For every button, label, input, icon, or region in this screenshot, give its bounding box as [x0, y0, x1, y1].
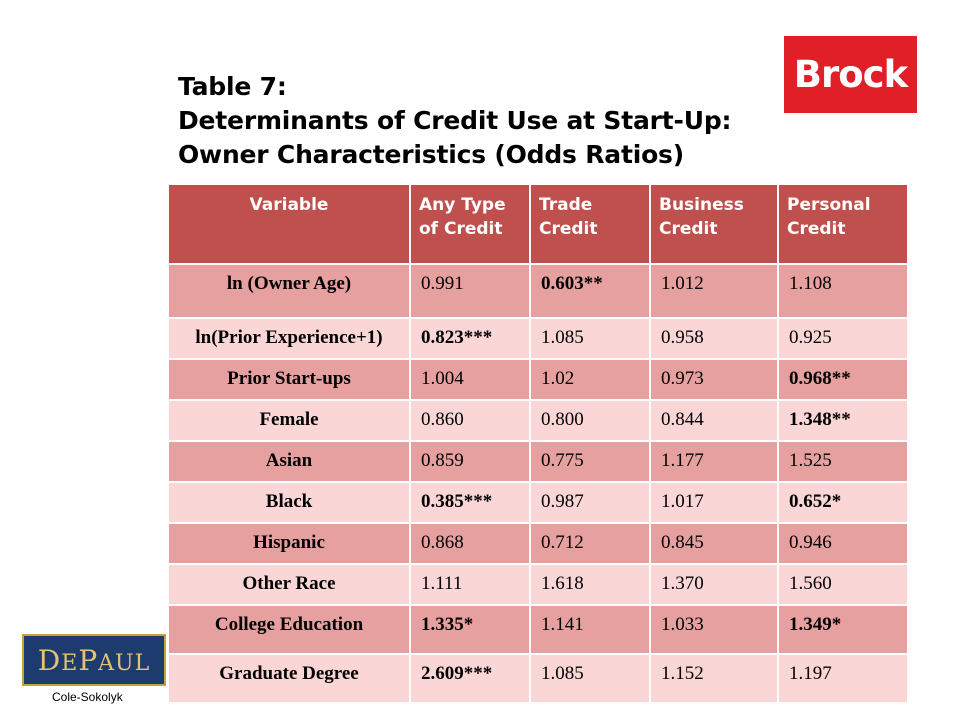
row-value: 1.033 [649, 604, 779, 655]
row-value: 0.844 [649, 399, 779, 442]
row-label: Asian [167, 440, 411, 483]
row-value: 0.946 [777, 522, 909, 565]
row-label: College Education [167, 604, 411, 655]
table-row: College Education 1.335* 1.141 1.033 1.349* [167, 604, 909, 655]
header-business: Business Credit [649, 183, 779, 265]
row-value: 0.991 [409, 263, 531, 319]
header-personal-line-2: Credit [787, 219, 846, 239]
row-label: Black [167, 481, 411, 524]
row-value: 2.609*** [409, 653, 531, 704]
table-row: Prior Start-ups 1.004 1.02 0.973 0.968** [167, 358, 909, 401]
row-value: 1.197 [777, 653, 909, 704]
row-label: ln(Prior Experience+1) [167, 317, 411, 360]
row-value: 0.775 [529, 440, 651, 483]
row-value: 0.968** [777, 358, 909, 401]
row-value: 0.385*** [409, 481, 531, 524]
row-value: 1.370 [649, 563, 779, 606]
brock-logo-text: Brock [793, 53, 908, 96]
row-value: 0.800 [529, 399, 651, 442]
row-label: Other Race [167, 563, 411, 606]
row-value: 0.652* [777, 481, 909, 524]
author-credit: Cole-Sokolyk [52, 690, 123, 704]
header-personal: Personal Credit [777, 183, 909, 265]
brock-logo: Brock [784, 36, 917, 113]
row-value: 0.973 [649, 358, 779, 401]
row-value: 0.859 [409, 440, 531, 483]
row-value: 1.111 [409, 563, 531, 606]
row-value: 1.004 [409, 358, 531, 401]
row-value: 1.017 [649, 481, 779, 524]
table-row: Other Race 1.111 1.618 1.370 1.560 [167, 563, 909, 606]
row-label: Prior Start-ups [167, 358, 411, 401]
row-label: Female [167, 399, 411, 442]
header-variable: Variable [167, 183, 411, 265]
header-any-type: Any Type of Credit [409, 183, 531, 265]
row-value: 1.560 [777, 563, 909, 606]
table-row: Female 0.860 0.800 0.844 1.348** [167, 399, 909, 442]
table-row: Black 0.385*** 0.987 1.017 0.652* [167, 481, 909, 524]
depaul-logo-text: DEPAUL [37, 643, 151, 677]
row-value: 1.349* [777, 604, 909, 655]
header-business-line-2: Credit [659, 219, 718, 239]
odds-ratio-table: Variable Any Type of Credit Trade Credit… [167, 183, 909, 704]
row-value: 0.958 [649, 317, 779, 360]
depaul-logo: DEPAUL [22, 634, 166, 686]
row-value: 1.152 [649, 653, 779, 704]
row-value: 1.085 [529, 317, 651, 360]
row-value: 1.177 [649, 440, 779, 483]
row-value: 1.141 [529, 604, 651, 655]
header-any-type-line-2: of Credit [419, 219, 503, 239]
row-value: 0.712 [529, 522, 651, 565]
table-header-row: Variable Any Type of Credit Trade Credit… [167, 183, 909, 265]
row-value: 0.860 [409, 399, 531, 442]
row-value: 0.603** [529, 263, 651, 319]
row-value: 1.525 [777, 440, 909, 483]
header-personal-line-1: Personal [787, 195, 871, 215]
table-row: ln (Owner Age) 0.991 0.603** 1.012 1.108 [167, 263, 909, 319]
header-trade-line-1: Trade [539, 195, 593, 215]
slide-title: Table 7: Determinants of Credit Use at S… [178, 70, 768, 172]
row-value: 1.108 [777, 263, 909, 319]
row-value: 0.987 [529, 481, 651, 524]
title-line-1: Table 7: [178, 72, 287, 101]
header-business-line-1: Business [659, 195, 744, 215]
table-row: ln(Prior Experience+1) 0.823*** 1.085 0.958… [167, 317, 909, 360]
row-value: 0.925 [777, 317, 909, 360]
header-trade-line-2: Credit [539, 219, 598, 239]
title-line-2: Determinants of Credit Use at Start-Up: [178, 106, 732, 135]
header-any-type-line-1: Any Type [419, 195, 506, 215]
row-value: 1.618 [529, 563, 651, 606]
table-row: Graduate Degree 2.609*** 1.085 1.152 1.197 [167, 653, 909, 704]
row-value: 1.348** [777, 399, 909, 442]
header-trade: Trade Credit [529, 183, 651, 265]
title-line-3: Owner Characteristics (Odds Ratios) [178, 140, 684, 169]
row-label: Graduate Degree [167, 653, 411, 704]
table-row: Asian 0.859 0.775 1.177 1.525 [167, 440, 909, 483]
row-value: 0.845 [649, 522, 779, 565]
row-value: 1.02 [529, 358, 651, 401]
row-label: Hispanic [167, 522, 411, 565]
row-value: 1.085 [529, 653, 651, 704]
row-value: 1.012 [649, 263, 779, 319]
row-label: ln (Owner Age) [167, 263, 411, 319]
row-value: 0.868 [409, 522, 531, 565]
row-value: 1.335* [409, 604, 531, 655]
row-value: 0.823*** [409, 317, 531, 360]
table-row: Hispanic 0.868 0.712 0.845 0.946 [167, 522, 909, 565]
